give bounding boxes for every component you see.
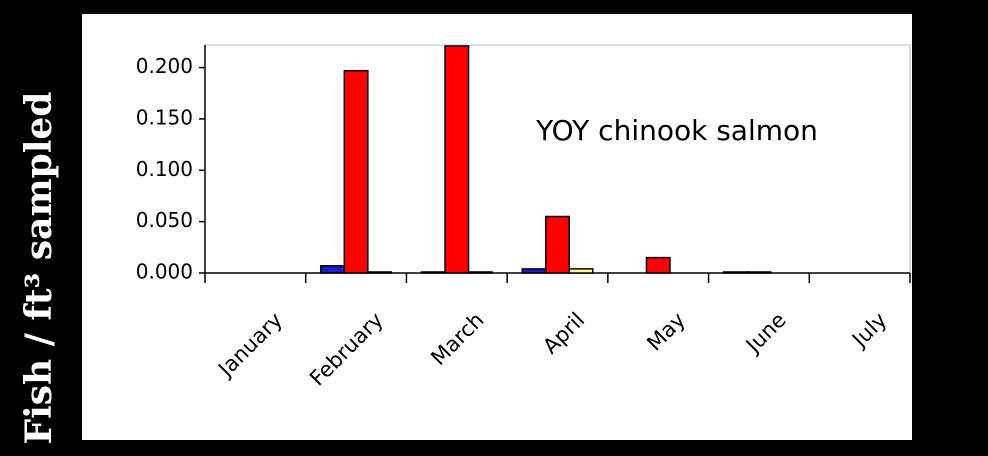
y-tick-label: 0.000 <box>136 260 193 284</box>
bar <box>746 271 772 274</box>
bar <box>444 45 470 274</box>
y-tick-label: 0.050 <box>136 208 193 232</box>
y-axis-title: Fish / ft³ sampled <box>18 92 60 445</box>
bar <box>467 271 493 274</box>
annotation: YOY chinook salmon <box>535 114 818 147</box>
bar <box>545 215 570 274</box>
bar <box>521 268 547 274</box>
y-tick-label: 0.100 <box>136 157 193 181</box>
bar <box>320 265 346 274</box>
bar <box>645 256 671 274</box>
y-tick-label: 0.150 <box>136 105 193 129</box>
bar <box>568 268 594 274</box>
chart-panel <box>82 14 912 440</box>
y-tick-label: 0.200 <box>136 54 193 78</box>
bar <box>420 271 446 274</box>
bar <box>722 271 748 274</box>
bar <box>367 271 393 274</box>
bar <box>343 69 369 274</box>
